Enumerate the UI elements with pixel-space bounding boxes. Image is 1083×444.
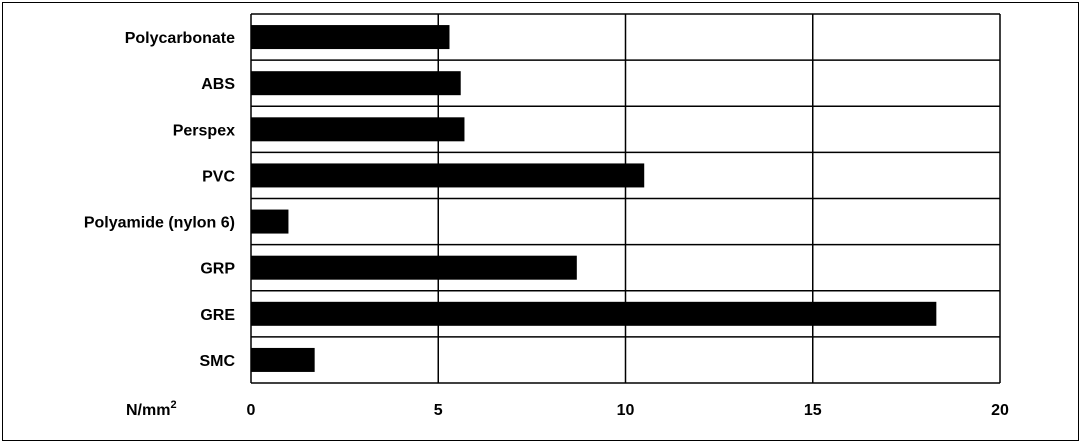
- x-tick-label: 0: [247, 402, 256, 419]
- category-labels: Polycarbonate ABS Perspex PVC Polyamide (nyl…: [84, 30, 236, 370]
- category-label: ABS: [201, 76, 235, 93]
- bar: [251, 25, 450, 50]
- x-tick-label: 10: [617, 402, 635, 419]
- bar: [251, 347, 315, 372]
- category-label: PVC: [202, 168, 235, 185]
- x-tick-label: 15: [804, 402, 822, 419]
- bar: [251, 117, 465, 142]
- bar: [251, 71, 461, 96]
- x-tick-label: 5: [434, 402, 443, 419]
- bar: [251, 301, 937, 326]
- category-label: Polyamide (nylon 6): [84, 215, 235, 232]
- gridlines: [250, 13, 1001, 384]
- category-label: GRE: [200, 307, 235, 324]
- bar: [251, 209, 289, 234]
- bar: [251, 163, 645, 188]
- unit-superscript: 2: [170, 399, 176, 411]
- category-label: Polycarbonate: [125, 30, 235, 47]
- bar: [251, 255, 577, 280]
- bar-chart: Polycarbonate ABS Perspex PVC Polyamide (nyl…: [84, 13, 1009, 419]
- unit-label: N/mm2: [126, 399, 177, 419]
- x-tick-label: 20: [991, 402, 1009, 419]
- category-label: SMC: [199, 353, 235, 370]
- unit-base: N/mm: [126, 402, 170, 419]
- category-label: Perspex: [173, 122, 235, 139]
- category-label: GRP: [200, 261, 235, 278]
- bars: [251, 25, 937, 372]
- x-tick-labels: 0 5 10 15 20: [247, 402, 1009, 419]
